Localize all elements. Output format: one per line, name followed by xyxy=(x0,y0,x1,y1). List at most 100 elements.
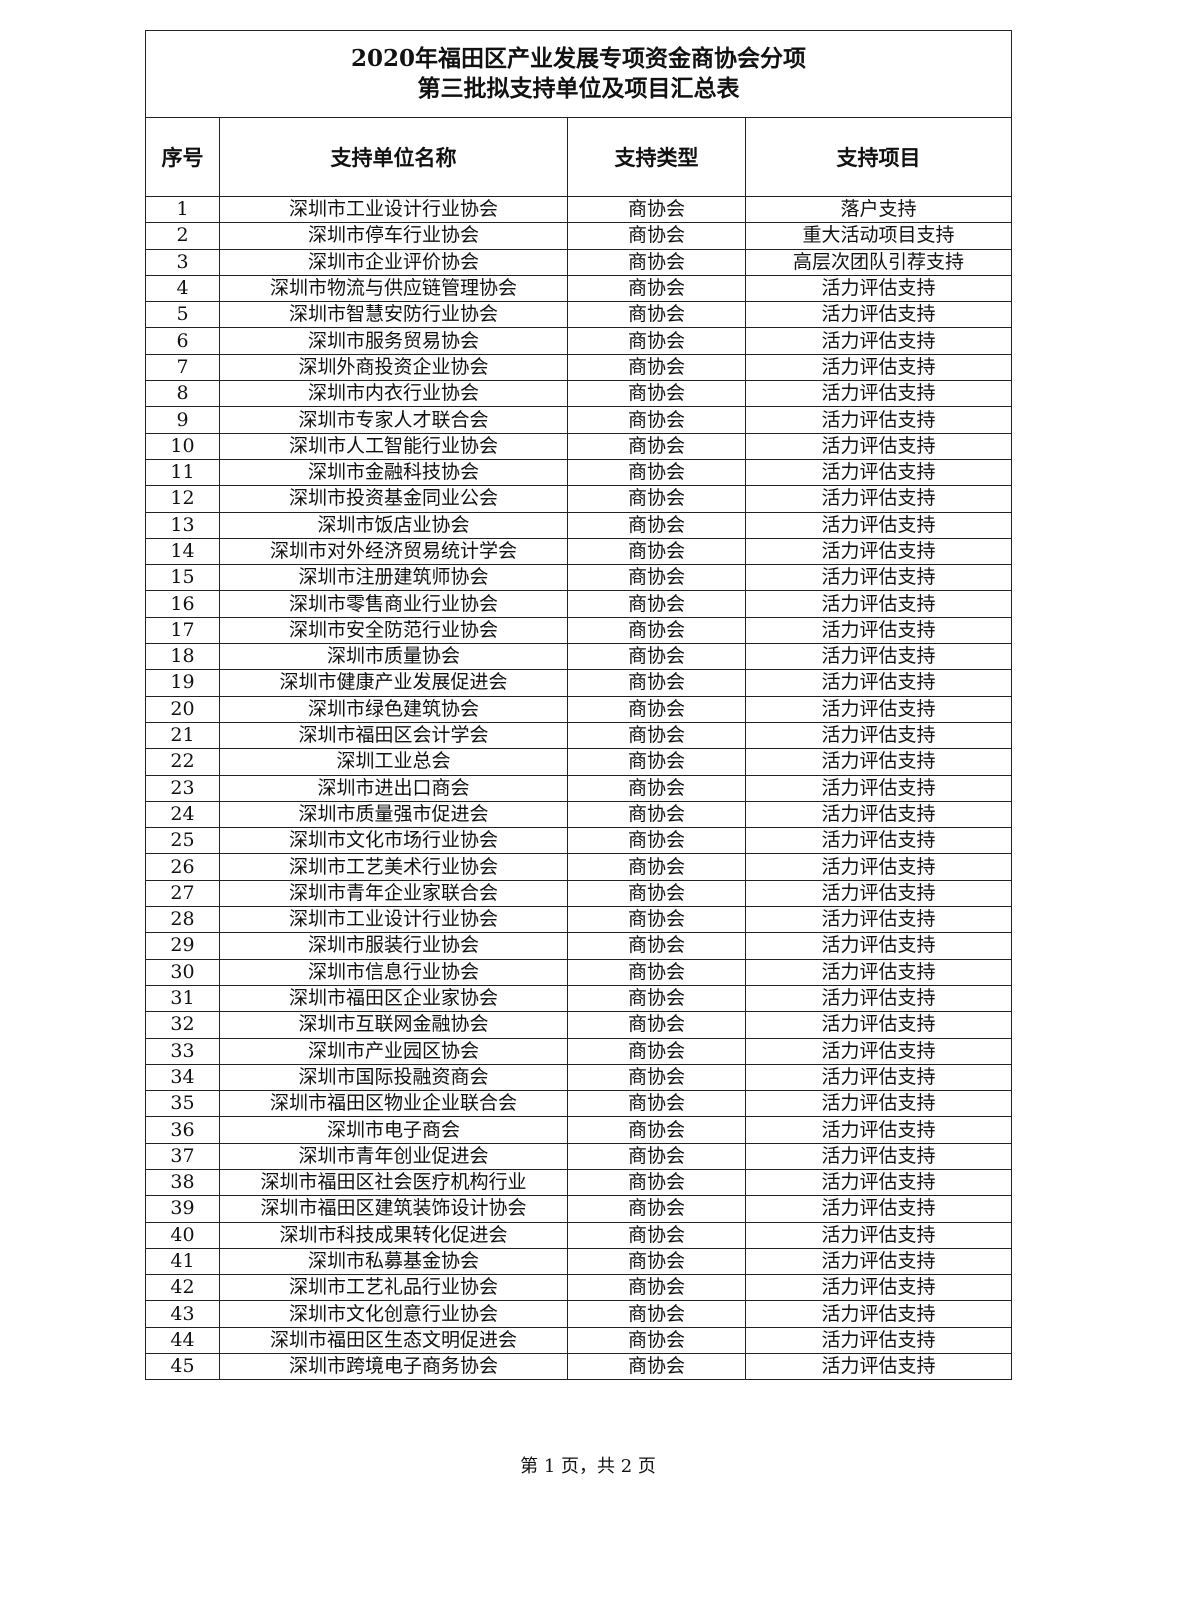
table-row: 33 深圳市产业园区协会 商协会 活力评估支持 xyxy=(145,1037,1013,1065)
table-row: 17 深圳市安全防范行业协会 商协会 活力评估支持 xyxy=(145,616,1013,645)
cell-support-project: 活力评估支持 xyxy=(744,537,1013,566)
cell-unit-name: 深圳市企业评价协会 xyxy=(219,248,568,276)
cell-support-project: 活力评估支持 xyxy=(744,1063,1013,1092)
cell-support-project: 活力评估支持 xyxy=(744,1247,1013,1276)
cell-unit-name: 深圳市服装行业协会 xyxy=(219,932,568,960)
cell-support-project: 活力评估支持 xyxy=(744,1221,1013,1249)
cell-support-type: 商协会 xyxy=(567,380,746,408)
cell-support-type: 商协会 xyxy=(567,222,746,250)
cell-index: 45 xyxy=(145,1353,220,1381)
cell-support-type: 商协会 xyxy=(567,1221,746,1249)
page-footer: 第 1 页，共 2 页 xyxy=(520,1456,656,1477)
table-row: 16 深圳市零售商业行业协会 商协会 活力评估支持 xyxy=(145,590,1013,618)
cell-unit-name: 深圳市投资基金同业公会 xyxy=(219,485,568,513)
table-row: 9 深圳市专家人才联合会 商协会 活力评估支持 xyxy=(145,406,1013,434)
cell-unit-name: 深圳市物流与供应链管理协会 xyxy=(219,274,568,303)
cell-index: 10 xyxy=(145,432,220,460)
cell-support-project: 活力评估支持 xyxy=(744,1195,1013,1223)
cell-support-type: 商协会 xyxy=(567,432,746,460)
cell-unit-name: 深圳市饭店业协会 xyxy=(219,511,568,539)
table-row: 25 深圳市文化市场行业协会 商协会 活力评估支持 xyxy=(145,827,1013,855)
cell-support-type: 商协会 xyxy=(567,406,746,434)
cell-support-project: 活力评估支持 xyxy=(744,590,1013,618)
table-row: 36 深圳市电子商会 商协会 活力评估支持 xyxy=(145,1116,1013,1144)
cell-unit-name: 深圳市私募基金协会 xyxy=(219,1247,568,1276)
table-row: 35 深圳市福田区物业企业联合会 商协会 活力评估支持 xyxy=(145,1090,1013,1118)
table-row: 1 深圳市工业设计行业协会 商协会 落户支持 xyxy=(145,195,1013,224)
cell-unit-name: 深圳市青年企业家联合会 xyxy=(219,879,568,908)
cell-support-type: 商协会 xyxy=(567,932,746,960)
cell-support-type: 商协会 xyxy=(567,853,746,881)
table-row: 39 深圳市福田区建筑装饰设计协会 商协会 活力评估支持 xyxy=(145,1195,1013,1223)
cell-index: 43 xyxy=(145,1300,220,1328)
cell-support-project: 活力评估支持 xyxy=(744,721,1013,750)
table-row: 43 深圳市文化创意行业协会 商协会 活力评估支持 xyxy=(145,1300,1013,1328)
cell-unit-name: 深圳市智慧安防行业协会 xyxy=(219,301,568,329)
cell-index: 18 xyxy=(145,643,220,671)
cell-unit-name: 深圳市注册建筑师协会 xyxy=(219,564,568,592)
cell-unit-name: 深圳市福田区社会医疗机构行业 xyxy=(219,1168,568,1197)
cell-support-project: 活力评估支持 xyxy=(744,669,1013,697)
cell-index: 13 xyxy=(145,511,220,539)
cell-index: 19 xyxy=(145,669,220,697)
cell-support-type: 商协会 xyxy=(567,827,746,855)
cell-unit-name: 深圳市科技成果转化促进会 xyxy=(219,1221,568,1249)
cell-support-type: 商协会 xyxy=(567,564,746,592)
cell-support-project: 活力评估支持 xyxy=(744,485,1013,513)
cell-support-type: 商协会 xyxy=(567,301,746,329)
cell-support-type: 商协会 xyxy=(567,274,746,303)
cell-index: 12 xyxy=(145,485,220,513)
cell-index: 27 xyxy=(145,879,220,908)
cell-support-project: 活力评估支持 xyxy=(744,984,1013,1013)
cell-index: 39 xyxy=(145,1195,220,1223)
table-row: 34 深圳市国际投融资商会 商协会 活力评估支持 xyxy=(145,1063,1013,1092)
title-line-1: 2020年福田区产业发展专项资金商协会分项 xyxy=(351,45,807,72)
cell-index: 11 xyxy=(145,458,220,487)
cell-support-project: 活力评估支持 xyxy=(744,274,1013,303)
cell-index: 41 xyxy=(145,1247,220,1276)
cell-index: 42 xyxy=(145,1274,220,1302)
table-row: 27 深圳市青年企业家联合会 商协会 活力评估支持 xyxy=(145,879,1013,908)
cell-support-type: 商协会 xyxy=(567,485,746,513)
cell-support-project: 活力评估支持 xyxy=(744,1274,1013,1302)
cell-support-type: 商协会 xyxy=(567,748,746,776)
cell-index: 25 xyxy=(145,827,220,855)
table-title: 2020年福田区产业发展专项资金商协会分项 第三批拟支持单位及项目汇总表 xyxy=(144,30,1013,118)
cell-unit-name: 深圳市电子商会 xyxy=(219,1116,568,1144)
cell-support-project: 活力评估支持 xyxy=(744,1326,1013,1355)
cell-support-project: 活力评估支持 xyxy=(744,511,1013,539)
table-row: 37 深圳市青年创业促进会 商协会 活力评估支持 xyxy=(145,1142,1013,1170)
cell-support-type: 商协会 xyxy=(567,1326,746,1355)
cell-unit-name: 深圳市内衣行业协会 xyxy=(219,380,568,408)
table-row: 28 深圳市工业设计行业协会 商协会 活力评估支持 xyxy=(145,906,1013,934)
cell-unit-name: 深圳市互联网金融协会 xyxy=(219,1011,568,1039)
cell-unit-name: 深圳市服务贸易协会 xyxy=(219,327,568,355)
cell-support-type: 商协会 xyxy=(567,1247,746,1276)
cell-support-project: 活力评估支持 xyxy=(744,1090,1013,1118)
cell-support-project: 活力评估支持 xyxy=(744,695,1013,723)
cell-support-type: 商协会 xyxy=(567,774,746,802)
cell-unit-name: 深圳市文化市场行业协会 xyxy=(219,827,568,855)
cell-support-project: 活力评估支持 xyxy=(744,1168,1013,1197)
cell-support-project: 活力评估支持 xyxy=(744,1011,1013,1039)
header-row: 序号 支持单位名称 支持类型 支持项目 xyxy=(145,117,1013,197)
cell-unit-name: 深圳市停车行业协会 xyxy=(219,222,568,250)
cell-support-type: 商协会 xyxy=(567,958,746,986)
table-row: 8 深圳市内衣行业协会 商协会 活力评估支持 xyxy=(145,380,1013,408)
cell-index: 6 xyxy=(145,327,220,355)
table-row: 5 深圳市智慧安防行业协会 商协会 活力评估支持 xyxy=(145,301,1013,329)
table-row: 10 深圳市人工智能行业协会 商协会 活力评估支持 xyxy=(145,432,1013,460)
header-unit-name: 支持单位名称 xyxy=(219,117,568,197)
table-row: 3 深圳市企业评价协会 商协会 高层次团队引荐支持 xyxy=(145,248,1013,276)
table-row: 40 深圳市科技成果转化促进会 商协会 活力评估支持 xyxy=(145,1221,1013,1249)
cell-unit-name: 深圳市福田区会计学会 xyxy=(219,721,568,750)
cell-support-project: 活力评估支持 xyxy=(744,748,1013,776)
table-row: 42 深圳市工艺礼品行业协会 商协会 活力评估支持 xyxy=(145,1274,1013,1302)
cell-index: 33 xyxy=(145,1037,220,1065)
cell-support-project: 活力评估支持 xyxy=(744,958,1013,986)
table-row: 13 深圳市饭店业协会 商协会 活力评估支持 xyxy=(145,511,1013,539)
cell-unit-name: 深圳市文化创意行业协会 xyxy=(219,1300,568,1328)
cell-index: 38 xyxy=(145,1168,220,1197)
cell-support-project: 活力评估支持 xyxy=(744,906,1013,934)
cell-support-type: 商协会 xyxy=(567,1037,746,1065)
